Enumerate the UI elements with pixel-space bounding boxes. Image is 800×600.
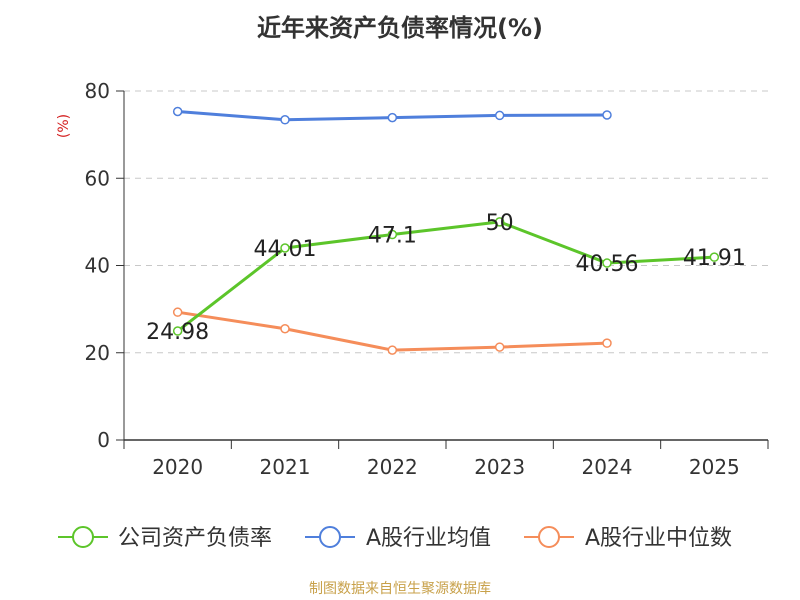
y-tick-label: 20: [85, 341, 110, 365]
data-point: [494, 110, 505, 121]
y-tick-label: 80: [85, 79, 110, 103]
data-label: 40.56: [576, 252, 639, 277]
data-point: [387, 345, 398, 355]
data-point: [387, 112, 398, 123]
legend-marker: [319, 526, 341, 548]
chart-title: 近年来资产负债率情况(%): [257, 14, 543, 42]
data-point: [172, 307, 183, 317]
source-note: 制图数据来自恒生聚源数据库: [309, 581, 491, 597]
y-tick-label: 60: [85, 166, 110, 190]
x-tick-label: 2025: [689, 455, 740, 479]
x-tick-label: 2020: [152, 455, 203, 479]
data-point: [602, 338, 612, 348]
x-tick-label: 2021: [260, 455, 311, 479]
data-label: 47.1: [368, 224, 417, 249]
x-tick-label: 2024: [582, 455, 633, 479]
legend-label: A股行业中位数: [585, 526, 732, 551]
data-point: [280, 115, 290, 125]
data-label: 44.01: [254, 237, 317, 262]
data-point: [280, 324, 290, 334]
data-point: [280, 243, 290, 253]
legend-marker: [538, 526, 560, 548]
x-tick-label: 2023: [474, 455, 525, 479]
data-point: [172, 326, 183, 336]
data-label: 41.91: [683, 246, 746, 271]
legend-marker: [72, 526, 94, 548]
legend-label: 公司资产负债率: [118, 526, 272, 551]
data-point: [172, 106, 183, 117]
data-point: [494, 217, 505, 227]
data-point: [602, 258, 612, 268]
y-tick-label: 0: [97, 428, 110, 452]
data-label: 24.98: [146, 320, 209, 345]
data-point: [709, 252, 720, 262]
y-tick-label: 40: [85, 254, 110, 278]
data-point: [494, 342, 505, 352]
series-line: [177, 310, 608, 352]
x-tick-label: 2022: [367, 455, 418, 479]
data-point: [602, 110, 612, 120]
data-label: 50: [486, 211, 514, 236]
data-point: [387, 229, 398, 240]
legend-label: A股行业均值: [366, 526, 491, 551]
series-line: [176, 220, 715, 333]
y-axis-label: (%): [56, 114, 72, 138]
